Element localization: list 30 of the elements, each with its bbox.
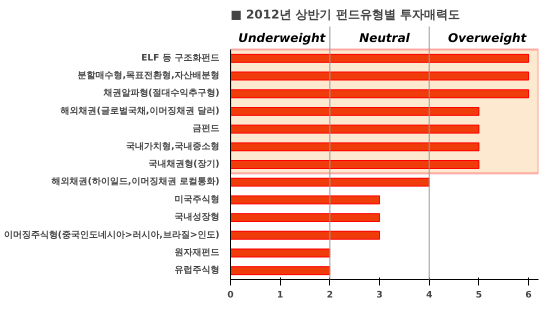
y-tick-label: 해외채권(글로벌국채,이머징채권 달러) bbox=[60, 106, 220, 116]
y-tick-label: 분할매수형,목표전환형,자산배분형 bbox=[78, 71, 220, 82]
bar bbox=[230, 195, 380, 204]
x-tick-label: 1 bbox=[277, 290, 284, 300]
y-tick-label: 이머징주식형(중국인도네시아>러시아,브라질>인도) bbox=[4, 230, 220, 240]
chart-title: ■ 2012년 상반기 펀드유형별 투자매력도 bbox=[230, 8, 460, 22]
x-tick-label: 6 bbox=[525, 290, 532, 300]
x-tick-label: 0 bbox=[227, 290, 234, 300]
bar bbox=[230, 230, 380, 240]
y-tick-label: 원자재펀드 bbox=[174, 248, 220, 258]
bar bbox=[230, 266, 330, 276]
y-tick-label: 국내가치형,국내중소형 bbox=[126, 142, 220, 152]
y-tick-label: 채권알파형(절대수익추구형) bbox=[102, 88, 220, 99]
bar bbox=[230, 213, 380, 222]
text: Overweight bbox=[448, 31, 528, 45]
y-tick-label: 해외채권(하이일드,이머징채권 로컬통화) bbox=[52, 177, 220, 188]
y-tick-label: 국내채권형(장기) bbox=[148, 160, 220, 170]
y-tick-label: 금펀드 bbox=[192, 124, 220, 134]
bar bbox=[230, 248, 330, 258]
bar bbox=[230, 178, 430, 187]
x-tick-label: 4 bbox=[426, 290, 432, 300]
text: Neutral bbox=[359, 31, 411, 45]
x-tick-label: 5 bbox=[476, 290, 482, 300]
y-tick-label: 유럽주식형 bbox=[174, 266, 220, 276]
x-tick-label: 3 bbox=[376, 290, 383, 300]
y-tick-label: 미국주식형 bbox=[174, 194, 220, 205]
y-tick-label: ELF 등 구조화펀드 bbox=[141, 53, 220, 64]
text: Underweight bbox=[238, 31, 327, 45]
y-tick-label: 국내성장형 bbox=[174, 212, 220, 223]
x-tick-label: 2 bbox=[326, 290, 333, 300]
